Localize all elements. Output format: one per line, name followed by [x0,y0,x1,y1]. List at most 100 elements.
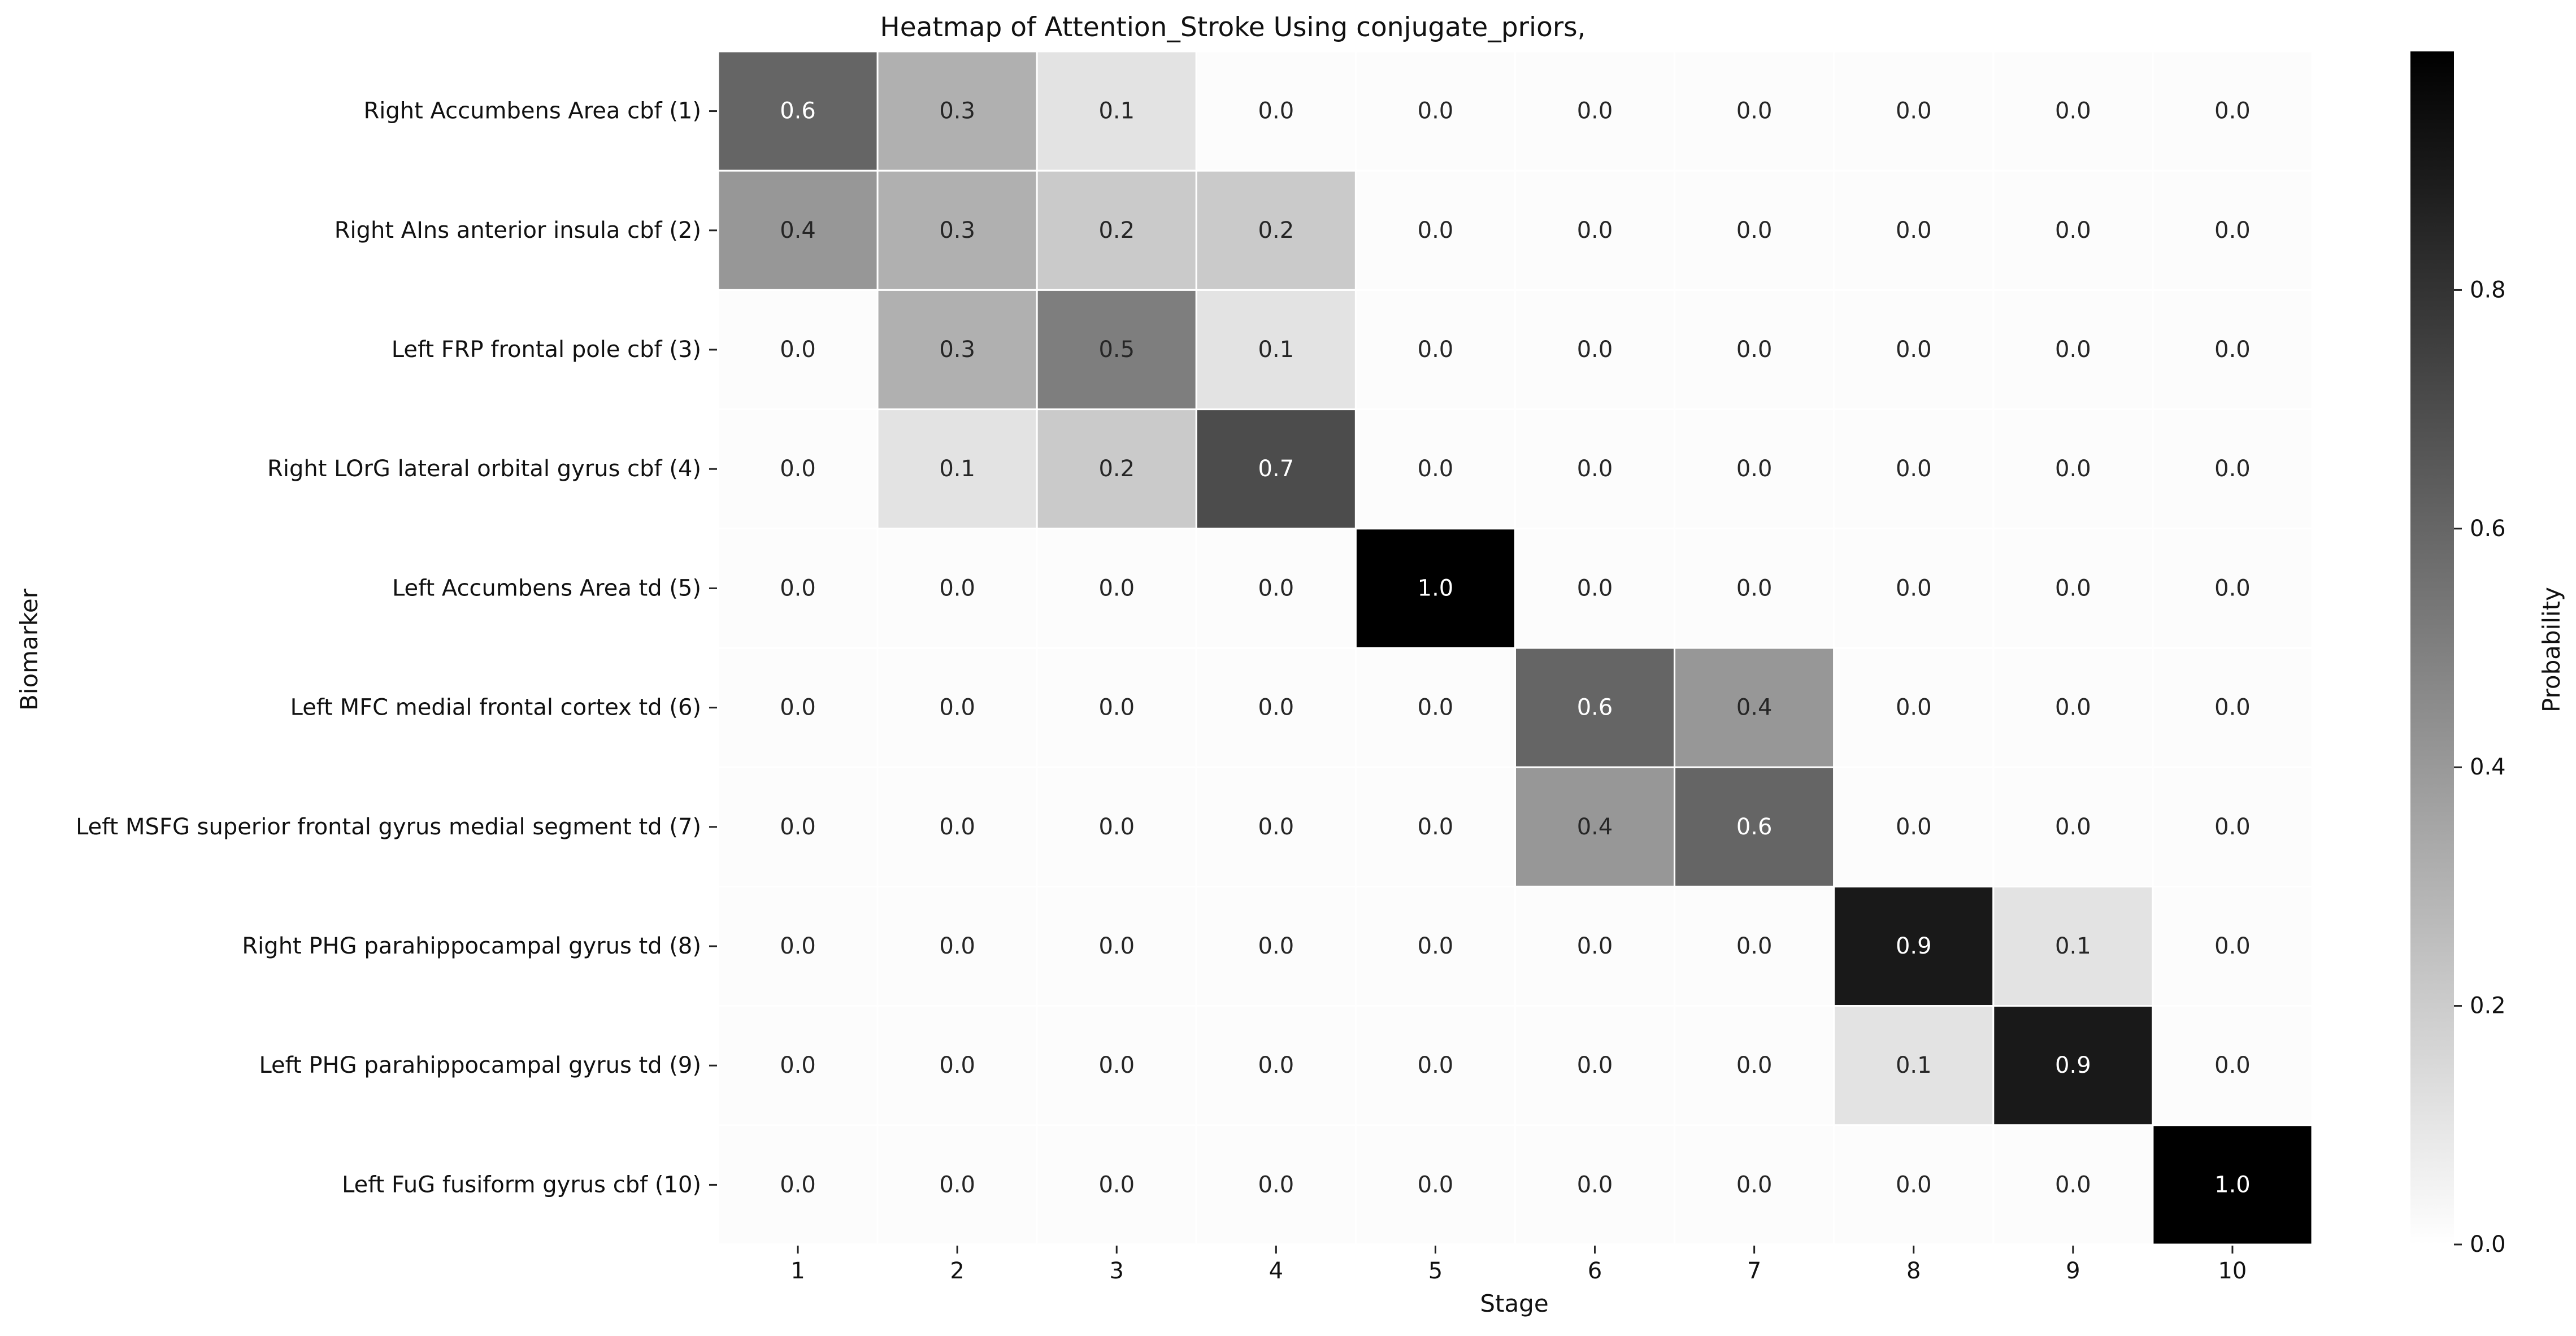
cell-value-label: 0.0 [1577,575,1613,601]
cell-value-label: 0.0 [1577,1172,1613,1198]
y-axis-label: Biomarker [15,588,43,711]
heatmap-cell [1833,528,1995,649]
heatmap-cell [1036,169,1197,291]
heatmap-cell [1992,50,2154,172]
colorbar-tick-label: 0.8 [2470,277,2506,303]
heatmap-cell [1992,1124,2154,1246]
heatmap-cell [1195,647,1357,768]
heatmap-cell [1992,289,2154,411]
cell-value-label: 0.0 [1736,1052,1773,1078]
colorbar-label: Probability [2538,587,2565,712]
y-axis-ticks: Right Accumbens Area cbf (1) Right AIns a… [76,98,717,1198]
cell-value-label: 0.0 [1896,217,1932,243]
colorbar [2410,51,2454,1244]
heatmap-cell [876,885,1038,1007]
cell-value-label: 0.0 [780,1052,816,1078]
cell-value-label: 0.6 [1736,814,1773,840]
y-tick-label: Left FRP frontal pole cbf (3) [392,337,701,363]
cell-value-label: 0.0 [2214,933,2251,959]
heatmap-cell [1354,528,1516,649]
cell-value-label: 0.0 [1577,217,1613,243]
heatmap-cell [1674,766,1835,887]
heatmap-cells [717,50,2313,1246]
heatmap-cell [1833,885,1995,1007]
heatmap-cell [1036,766,1197,887]
heatmap-cell [1674,885,1835,1007]
cell-value-label: 0.1 [2055,933,2091,959]
y-tick-label: Right AIns anterior insula cbf (2) [335,217,701,243]
y-tick-label: Left PHG parahippocampal gyrus td (9) [259,1052,701,1078]
cell-value-label: 0.0 [1577,1052,1613,1078]
heatmap-cell [1992,169,2154,291]
cell-value-label: 0.3 [939,337,975,363]
cell-value-label: 1.0 [1418,575,1454,601]
cell-value-label: 0.0 [2214,575,2251,601]
heatmap-cell [876,766,1038,887]
heatmap-cell [1833,766,1995,887]
y-tick-label: Left FuG fusiform gyrus cbf (10) [342,1172,701,1198]
cell-value-label: 0.3 [939,217,975,243]
heatmap-cell [876,289,1038,411]
colorbar-tick-label: 0.4 [2470,754,2506,780]
cell-value-label: 0.0 [2214,98,2251,124]
y-tick-label: Left Accumbens Area td (5) [392,575,701,601]
heatmap-cell [1514,885,1676,1007]
cell-value-label: 0.0 [939,1172,975,1198]
heatmap-cell [1833,647,1995,768]
heatmap-cell [1833,50,1995,172]
cell-value-label: 0.0 [1258,1052,1294,1078]
heatmap-cell [1354,289,1516,411]
heatmap-cell [2152,50,2313,172]
y-tick-label: Right Accumbens Area cbf (1) [363,98,701,124]
y-tick-label: Right PHG parahippocampal gyrus td (8) [242,933,701,959]
cell-value-label: 0.9 [2055,1052,2091,1078]
heatmap-cell [2152,647,2313,768]
heatmap-cell [1195,289,1357,411]
cell-value-label: 0.0 [2055,98,2091,124]
x-tick-label: 9 [2066,1258,2080,1284]
cell-value-label: 0.0 [1577,98,1613,124]
heatmap-cell [717,647,879,768]
heatmap-cell [1514,647,1676,768]
heatmap-cell [1195,766,1357,887]
cell-value-label: 0.0 [1258,933,1294,959]
cell-value-label: 0.0 [2214,695,2251,721]
cell-value-label: 0.6 [780,98,816,124]
cell-value-label: 0.0 [1736,217,1773,243]
cell-value-label: 0.0 [1736,337,1773,363]
heatmap-cell [1833,1124,1995,1246]
heatmap-cell [1514,1124,1676,1246]
colorbar-tick-label: 0.0 [2470,1231,2506,1257]
heatmap-cell [876,1124,1038,1246]
cell-value-label: 0.0 [780,814,816,840]
cell-value-label: 0.0 [1896,456,1932,482]
cell-value-label: 0.0 [1258,695,1294,721]
x-axis-ticks: 1 2 3 4 5 6 7 8 9 10 [790,1246,2247,1284]
cell-value-label: 0.0 [1418,217,1454,243]
heatmap-cell [1674,1005,1835,1126]
heatmap-cell [1514,169,1676,291]
cell-value-label: 0.0 [780,575,816,601]
heatmap-cell [717,289,879,411]
cell-value-label: 0.1 [1098,98,1135,124]
x-tick-label: 8 [1906,1258,1921,1284]
heatmap-cell [2152,408,2313,530]
heatmap-cell [1354,408,1516,530]
heatmap-cell [1036,289,1197,411]
heatmap-cell [717,1005,879,1126]
cell-value-label: 0.0 [2055,217,2091,243]
x-tick-label: 10 [2218,1258,2247,1284]
heatmap-cell [2152,1124,2313,1246]
heatmap-cell [2152,169,2313,291]
cell-value-label: 0.0 [1418,456,1454,482]
heatmap-cell [876,1005,1038,1126]
x-tick-label: 1 [790,1258,805,1284]
heatmap-cell [2152,289,2313,411]
cell-value-label: 0.0 [1418,98,1454,124]
cell-value-label: 0.0 [780,456,816,482]
heatmap-cell [1674,528,1835,649]
cell-value-label: 0.0 [2055,456,2091,482]
cell-value-label: 0.0 [2055,1172,2091,1198]
heatmap-cell [1992,766,2154,887]
heatmap-cell [1354,766,1516,887]
